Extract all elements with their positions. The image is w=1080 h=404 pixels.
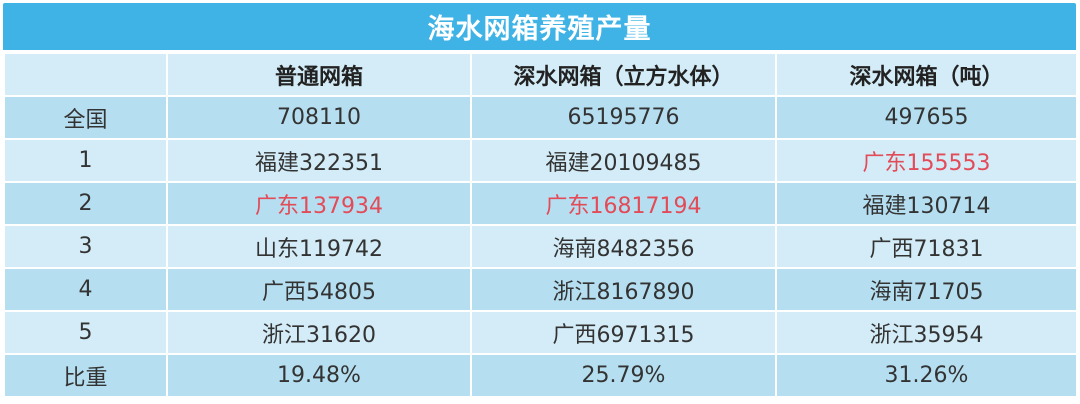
table-cell: 65195776 xyxy=(470,95,777,140)
table-cell: 广西71831 xyxy=(775,224,1078,269)
table-row: 3 山东119742 海南8482356 广西71831 xyxy=(3,224,1078,269)
table-row: 比重 19.48% 25.79% 31.26% xyxy=(3,353,1078,398)
table-cell: 广西54805 xyxy=(166,267,472,312)
row-label: 1 xyxy=(3,138,168,183)
production-table: 普通网箱 深水网箱（立方水体） 深水网箱（吨） 全国 708110 651957… xyxy=(3,52,1078,398)
table-cell: 福建20109485 xyxy=(470,138,777,183)
column-header-deep-cage-volume: 深水网箱（立方水体） xyxy=(470,52,777,97)
header-row: 普通网箱 深水网箱（立方水体） 深水网箱（吨） xyxy=(3,52,1078,97)
table-cell: 31.26% xyxy=(775,353,1078,398)
row-label: 4 xyxy=(3,267,168,312)
column-header-deep-cage-tons: 深水网箱（吨） xyxy=(775,52,1078,97)
column-header-blank xyxy=(3,52,168,97)
table-cell: 海南8482356 xyxy=(470,224,777,269)
column-header-ordinary-cage: 普通网箱 xyxy=(166,52,472,97)
table-cell: 708110 xyxy=(166,95,472,140)
table-cell: 广西6971315 xyxy=(470,310,777,355)
table-row: 5 浙江31620 广西6971315 浙江35954 xyxy=(3,310,1078,355)
table-title: 海水网箱养殖产量 xyxy=(3,3,1076,50)
row-label: 5 xyxy=(3,310,168,355)
table-cell-highlighted: 广东137934 xyxy=(166,181,472,226)
table-cell-highlighted: 广东16817194 xyxy=(470,181,777,226)
table-cell: 山东119742 xyxy=(166,224,472,269)
table-cell: 浙江31620 xyxy=(166,310,472,355)
table-row: 4 广西54805 浙江8167890 海南71705 xyxy=(3,267,1078,312)
row-label: 2 xyxy=(3,181,168,226)
table-cell-highlighted: 广东155553 xyxy=(775,138,1078,183)
row-label: 3 xyxy=(3,224,168,269)
table-cell: 福建322351 xyxy=(166,138,472,183)
table-cell: 497655 xyxy=(775,95,1078,140)
table-row: 1 福建322351 福建20109485 广东155553 xyxy=(3,138,1078,183)
row-label: 全国 xyxy=(3,95,168,140)
table-cell: 浙江8167890 xyxy=(470,267,777,312)
table-cell: 25.79% xyxy=(470,353,777,398)
table-row: 全国 708110 65195776 497655 xyxy=(3,95,1078,140)
table-cell: 浙江35954 xyxy=(775,310,1078,355)
row-label: 比重 xyxy=(3,353,168,398)
table-row: 2 广东137934 广东16817194 福建130714 xyxy=(3,181,1078,226)
table-cell: 福建130714 xyxy=(775,181,1078,226)
table-cell: 海南71705 xyxy=(775,267,1078,312)
table-cell: 19.48% xyxy=(166,353,472,398)
